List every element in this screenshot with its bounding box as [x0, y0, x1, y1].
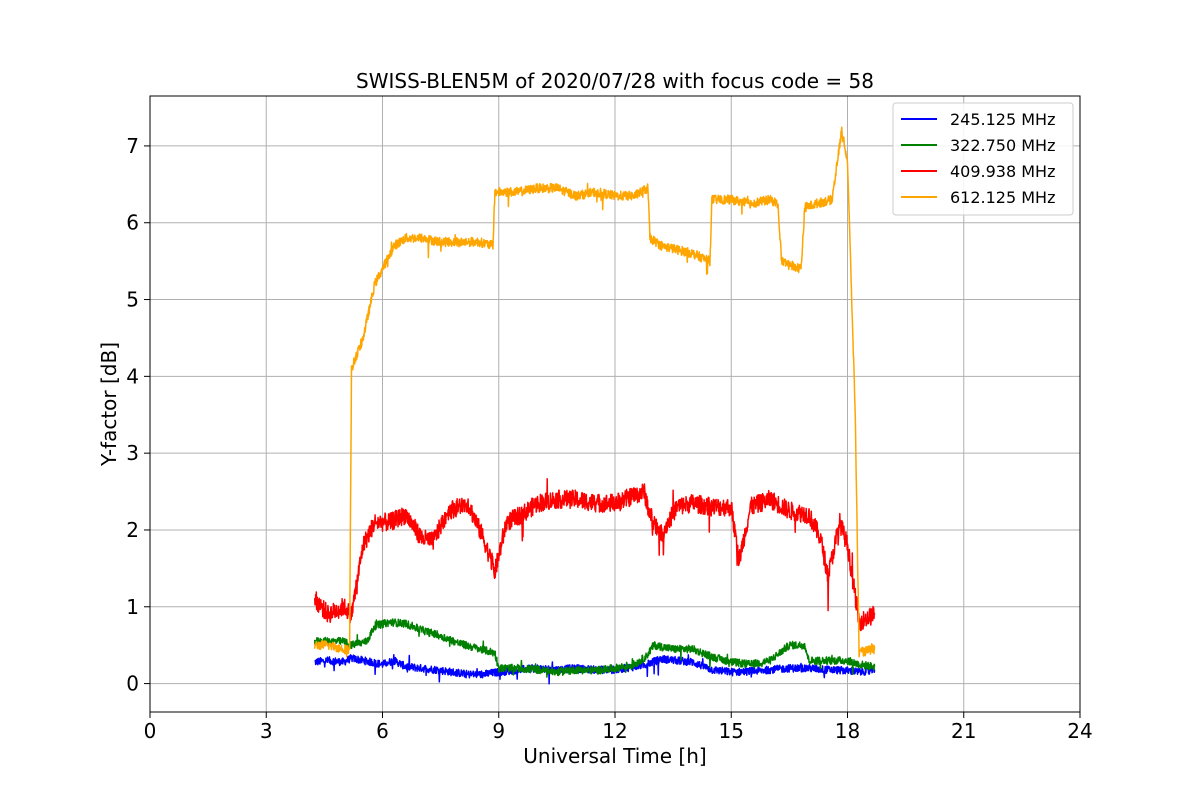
series-line-3 [313, 126, 876, 658]
y-tick-label: 6 [126, 211, 139, 235]
legend-label: 245.125 MHz [950, 110, 1055, 129]
y-tick-label: 1 [126, 595, 139, 619]
legend-label: 409.938 MHz [950, 162, 1055, 181]
chart-title: SWISS-BLEN5M of 2020/07/28 with focus co… [356, 69, 874, 93]
y-tick-label: 2 [126, 518, 139, 542]
legend-box [892, 102, 1074, 216]
legend-label: 612.125 MHz [950, 188, 1055, 207]
y-tick-label: 4 [126, 364, 139, 388]
series-line-2 [313, 478, 876, 632]
x-axis-label: Universal Time [h] [523, 744, 706, 768]
y-tick-label: 5 [126, 288, 139, 312]
x-tick-label: 21 [951, 719, 976, 743]
y-axis-label: Y-factor [dB] [97, 342, 121, 467]
legend-label: 322.750 MHz [950, 136, 1055, 155]
x-tick-label: 15 [719, 719, 744, 743]
y-tick-label: 3 [126, 441, 139, 465]
x-tick-label: 18 [835, 719, 860, 743]
x-tick-label: 12 [602, 719, 627, 743]
y-tick-label: 7 [126, 134, 139, 158]
legend: 245.125 MHz 322.750 MHz 409.938 MHz 612.125… [892, 102, 1074, 216]
x-tick-label: 3 [260, 719, 273, 743]
x-tick-label: 6 [376, 719, 389, 743]
x-tick-label: 9 [492, 719, 505, 743]
series-layer [313, 126, 876, 685]
y-tick-label: 0 [126, 672, 139, 696]
x-tick-label: 0 [144, 719, 157, 743]
x-tick-label: 24 [1067, 719, 1092, 743]
series-line-1 [313, 618, 876, 678]
